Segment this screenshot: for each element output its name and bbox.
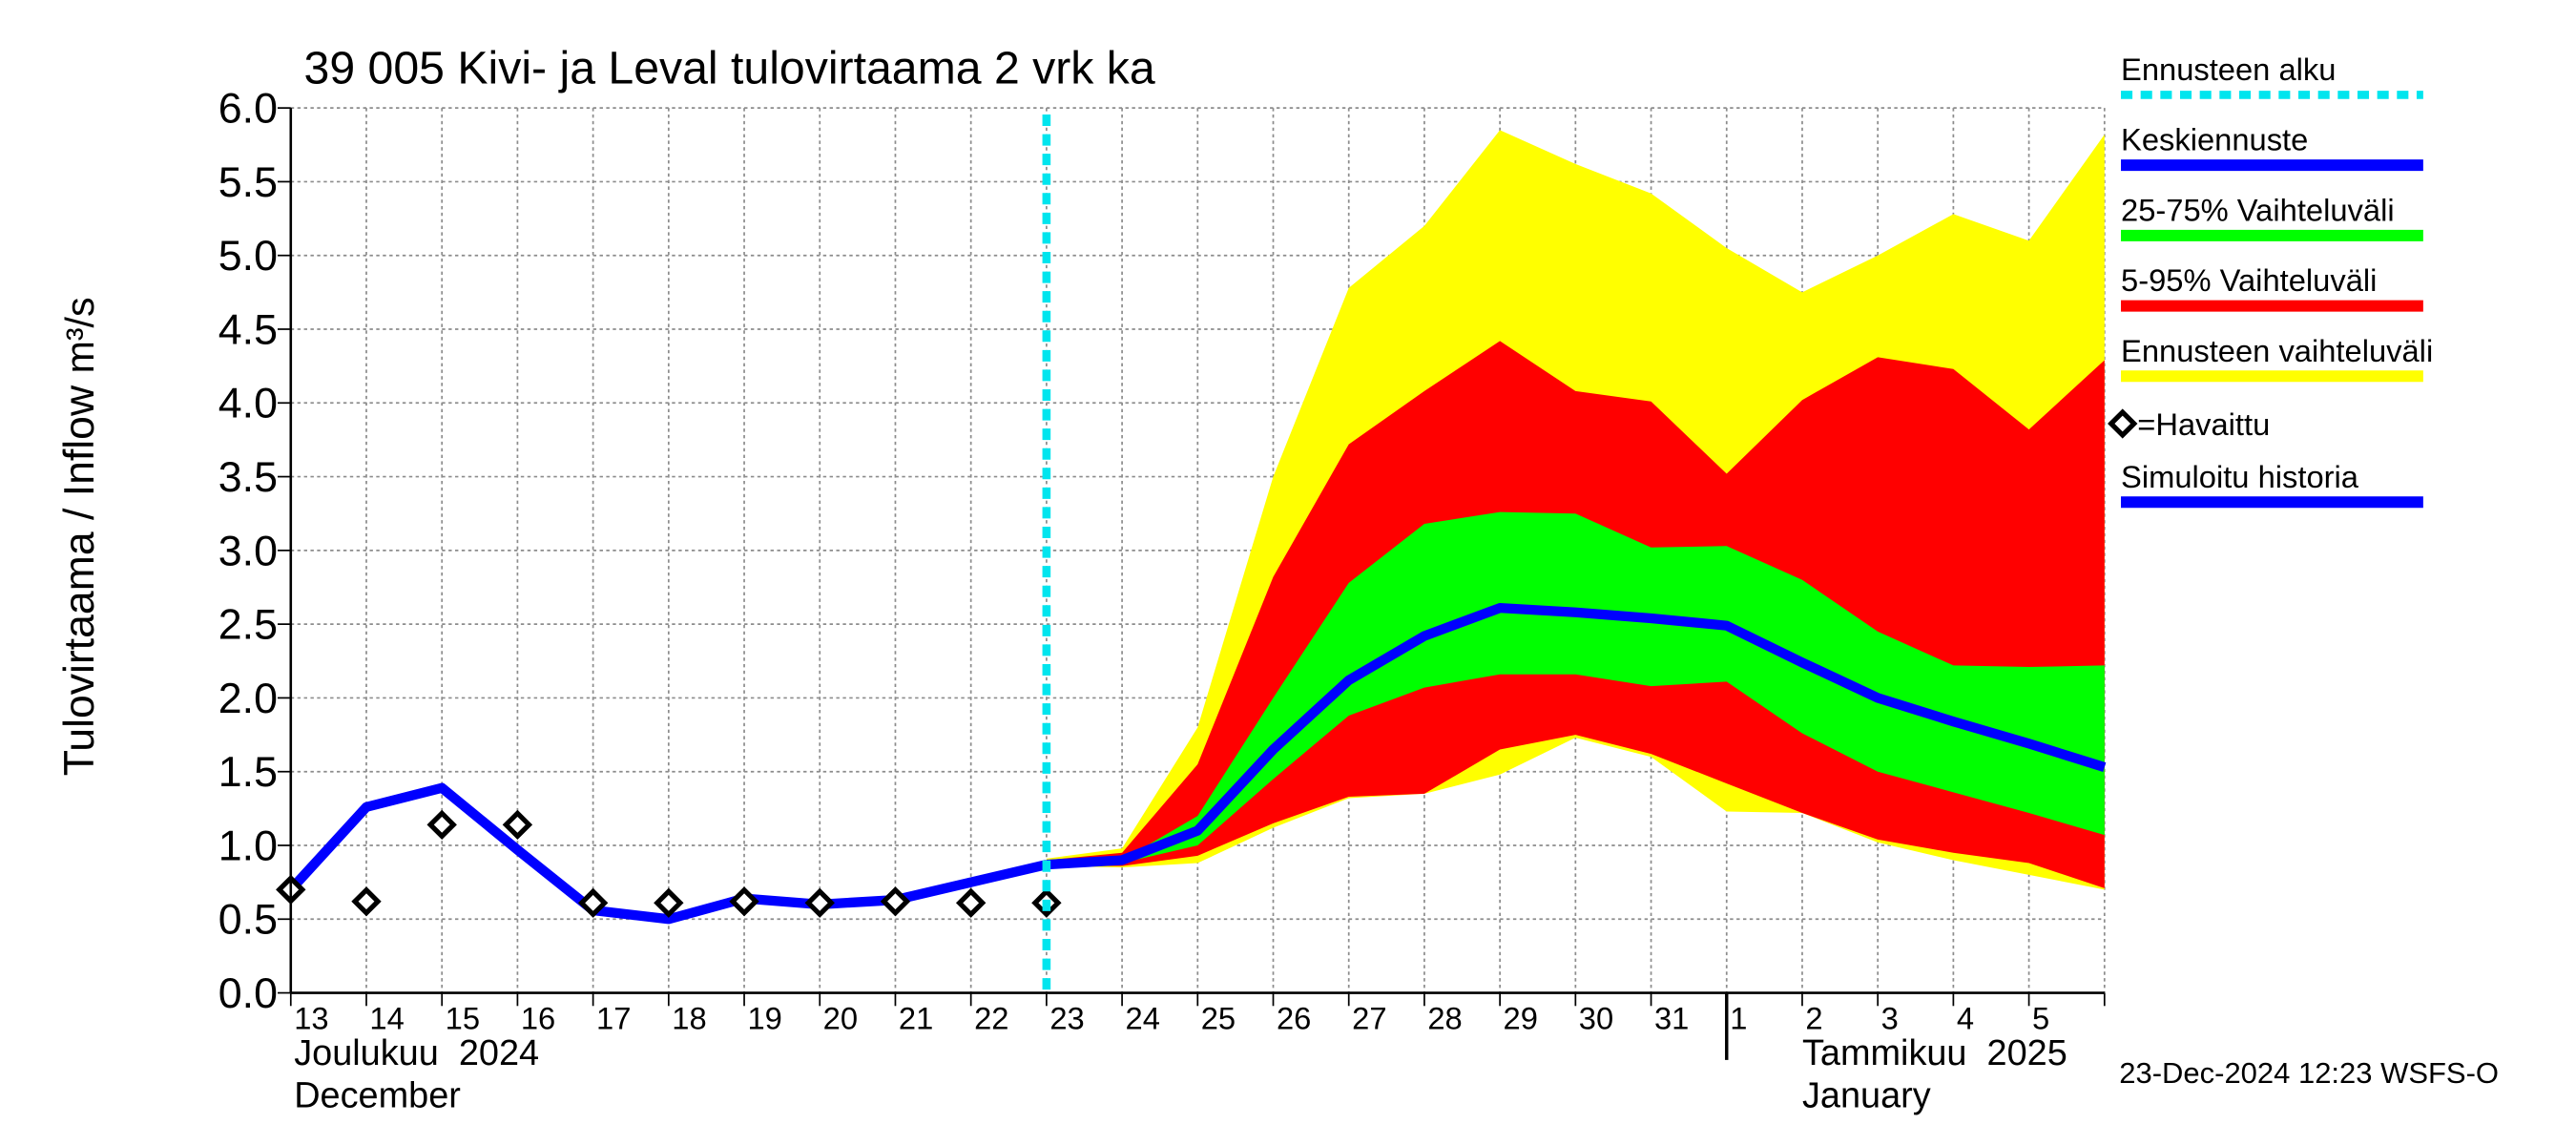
legend-label: Ennusteen alku xyxy=(2121,52,2336,87)
x-tick-label: 28 xyxy=(1427,1000,1462,1035)
x-tick-label: 22 xyxy=(974,1000,1008,1035)
y-axis-label: Tulovirtaama / Inflow xyxy=(56,385,103,776)
observed-marker xyxy=(351,886,382,917)
month-label: December xyxy=(294,1076,461,1116)
y-tick-label: 4.0 xyxy=(218,381,278,427)
x-tick-label: 20 xyxy=(823,1000,858,1035)
plot-area xyxy=(276,107,2107,1007)
x-tick-label: 15 xyxy=(446,1000,480,1035)
x-tick-label: 16 xyxy=(521,1000,555,1035)
y-tick-label: 3.5 xyxy=(218,454,278,501)
x-tick-label: 4 xyxy=(1957,1000,1974,1035)
y-tick-label: 4.5 xyxy=(218,307,278,354)
footer: 23-Dec-2024 12:23 WSFS-O xyxy=(2119,1056,2499,1090)
y-tick-label: 1.0 xyxy=(218,823,278,870)
x-tick-label: 2 xyxy=(1805,1000,1822,1035)
legend-label: 25-75% Vaihteluväli xyxy=(2121,192,2395,227)
x-tick-label: 25 xyxy=(1201,1000,1236,1035)
x-tick-label: 17 xyxy=(596,1000,631,1035)
chart-title: 39 005 Kivi- ja Leval tulovirtaama 2 vrk… xyxy=(304,43,1155,94)
y-tick-label: 6.0 xyxy=(218,86,278,133)
y-tick-label: 3.0 xyxy=(218,528,278,574)
x-tick-label: 14 xyxy=(369,1000,404,1035)
legend-label: Keskiennuste xyxy=(2121,122,2308,157)
x-tick-label: 18 xyxy=(672,1000,706,1035)
y-tick-label: 1.5 xyxy=(218,749,278,796)
x-tick-label: 26 xyxy=(1277,1000,1311,1035)
x-tick-label: 31 xyxy=(1654,1000,1689,1035)
observed-marker xyxy=(502,809,533,840)
legend-marker xyxy=(2108,408,2138,439)
x-tick-label: 29 xyxy=(1504,1000,1538,1035)
observed-marker xyxy=(804,887,835,918)
month-label: Joulukuu 2024 xyxy=(294,1033,539,1073)
y-tick-label: 0.0 xyxy=(218,970,278,1017)
x-tick-label: 30 xyxy=(1579,1000,1613,1035)
legend-label: Simuloitu historia xyxy=(2121,459,2359,494)
series-line xyxy=(286,782,1049,925)
legend-label: 5-95% Vaihteluväli xyxy=(2121,262,2377,298)
x-tick-label: 27 xyxy=(1352,1000,1386,1035)
x-tick-label: 13 xyxy=(294,1000,328,1035)
observed-marker xyxy=(955,887,987,918)
x-tick-label: 21 xyxy=(899,1000,933,1035)
x-tick-label: 23 xyxy=(1049,1000,1084,1035)
series-line xyxy=(1046,602,2107,870)
observed-marker xyxy=(729,886,759,917)
legend-label: Ennusteen vaihteluväli xyxy=(2121,333,2433,368)
month-label: Tammikuu 2025 xyxy=(1802,1033,2067,1073)
y-tick-label: 5.5 xyxy=(218,159,278,206)
x-tick-label: 19 xyxy=(747,1000,781,1035)
y-tick-label: 2.0 xyxy=(218,676,278,722)
x-tick-label: 5 xyxy=(2032,1000,2049,1035)
y-tick-label: 2.5 xyxy=(218,602,278,649)
x-tick-label: 24 xyxy=(1126,1000,1160,1035)
observed-marker xyxy=(577,887,609,918)
y-axis-unit: m³/s xyxy=(58,297,102,373)
legend-label: =Havaittu xyxy=(2137,406,2270,442)
y-tick-label: 5.0 xyxy=(218,233,278,280)
y-tick-label: 0.5 xyxy=(218,897,278,944)
observed-marker xyxy=(880,886,911,917)
observed-marker xyxy=(654,887,684,918)
month-label: January xyxy=(1802,1076,1931,1116)
range-band xyxy=(1046,511,2105,865)
x-tick-label: 3 xyxy=(1881,1000,1899,1035)
observed-marker xyxy=(426,809,457,840)
x-tick-label: 1 xyxy=(1730,1000,1747,1035)
